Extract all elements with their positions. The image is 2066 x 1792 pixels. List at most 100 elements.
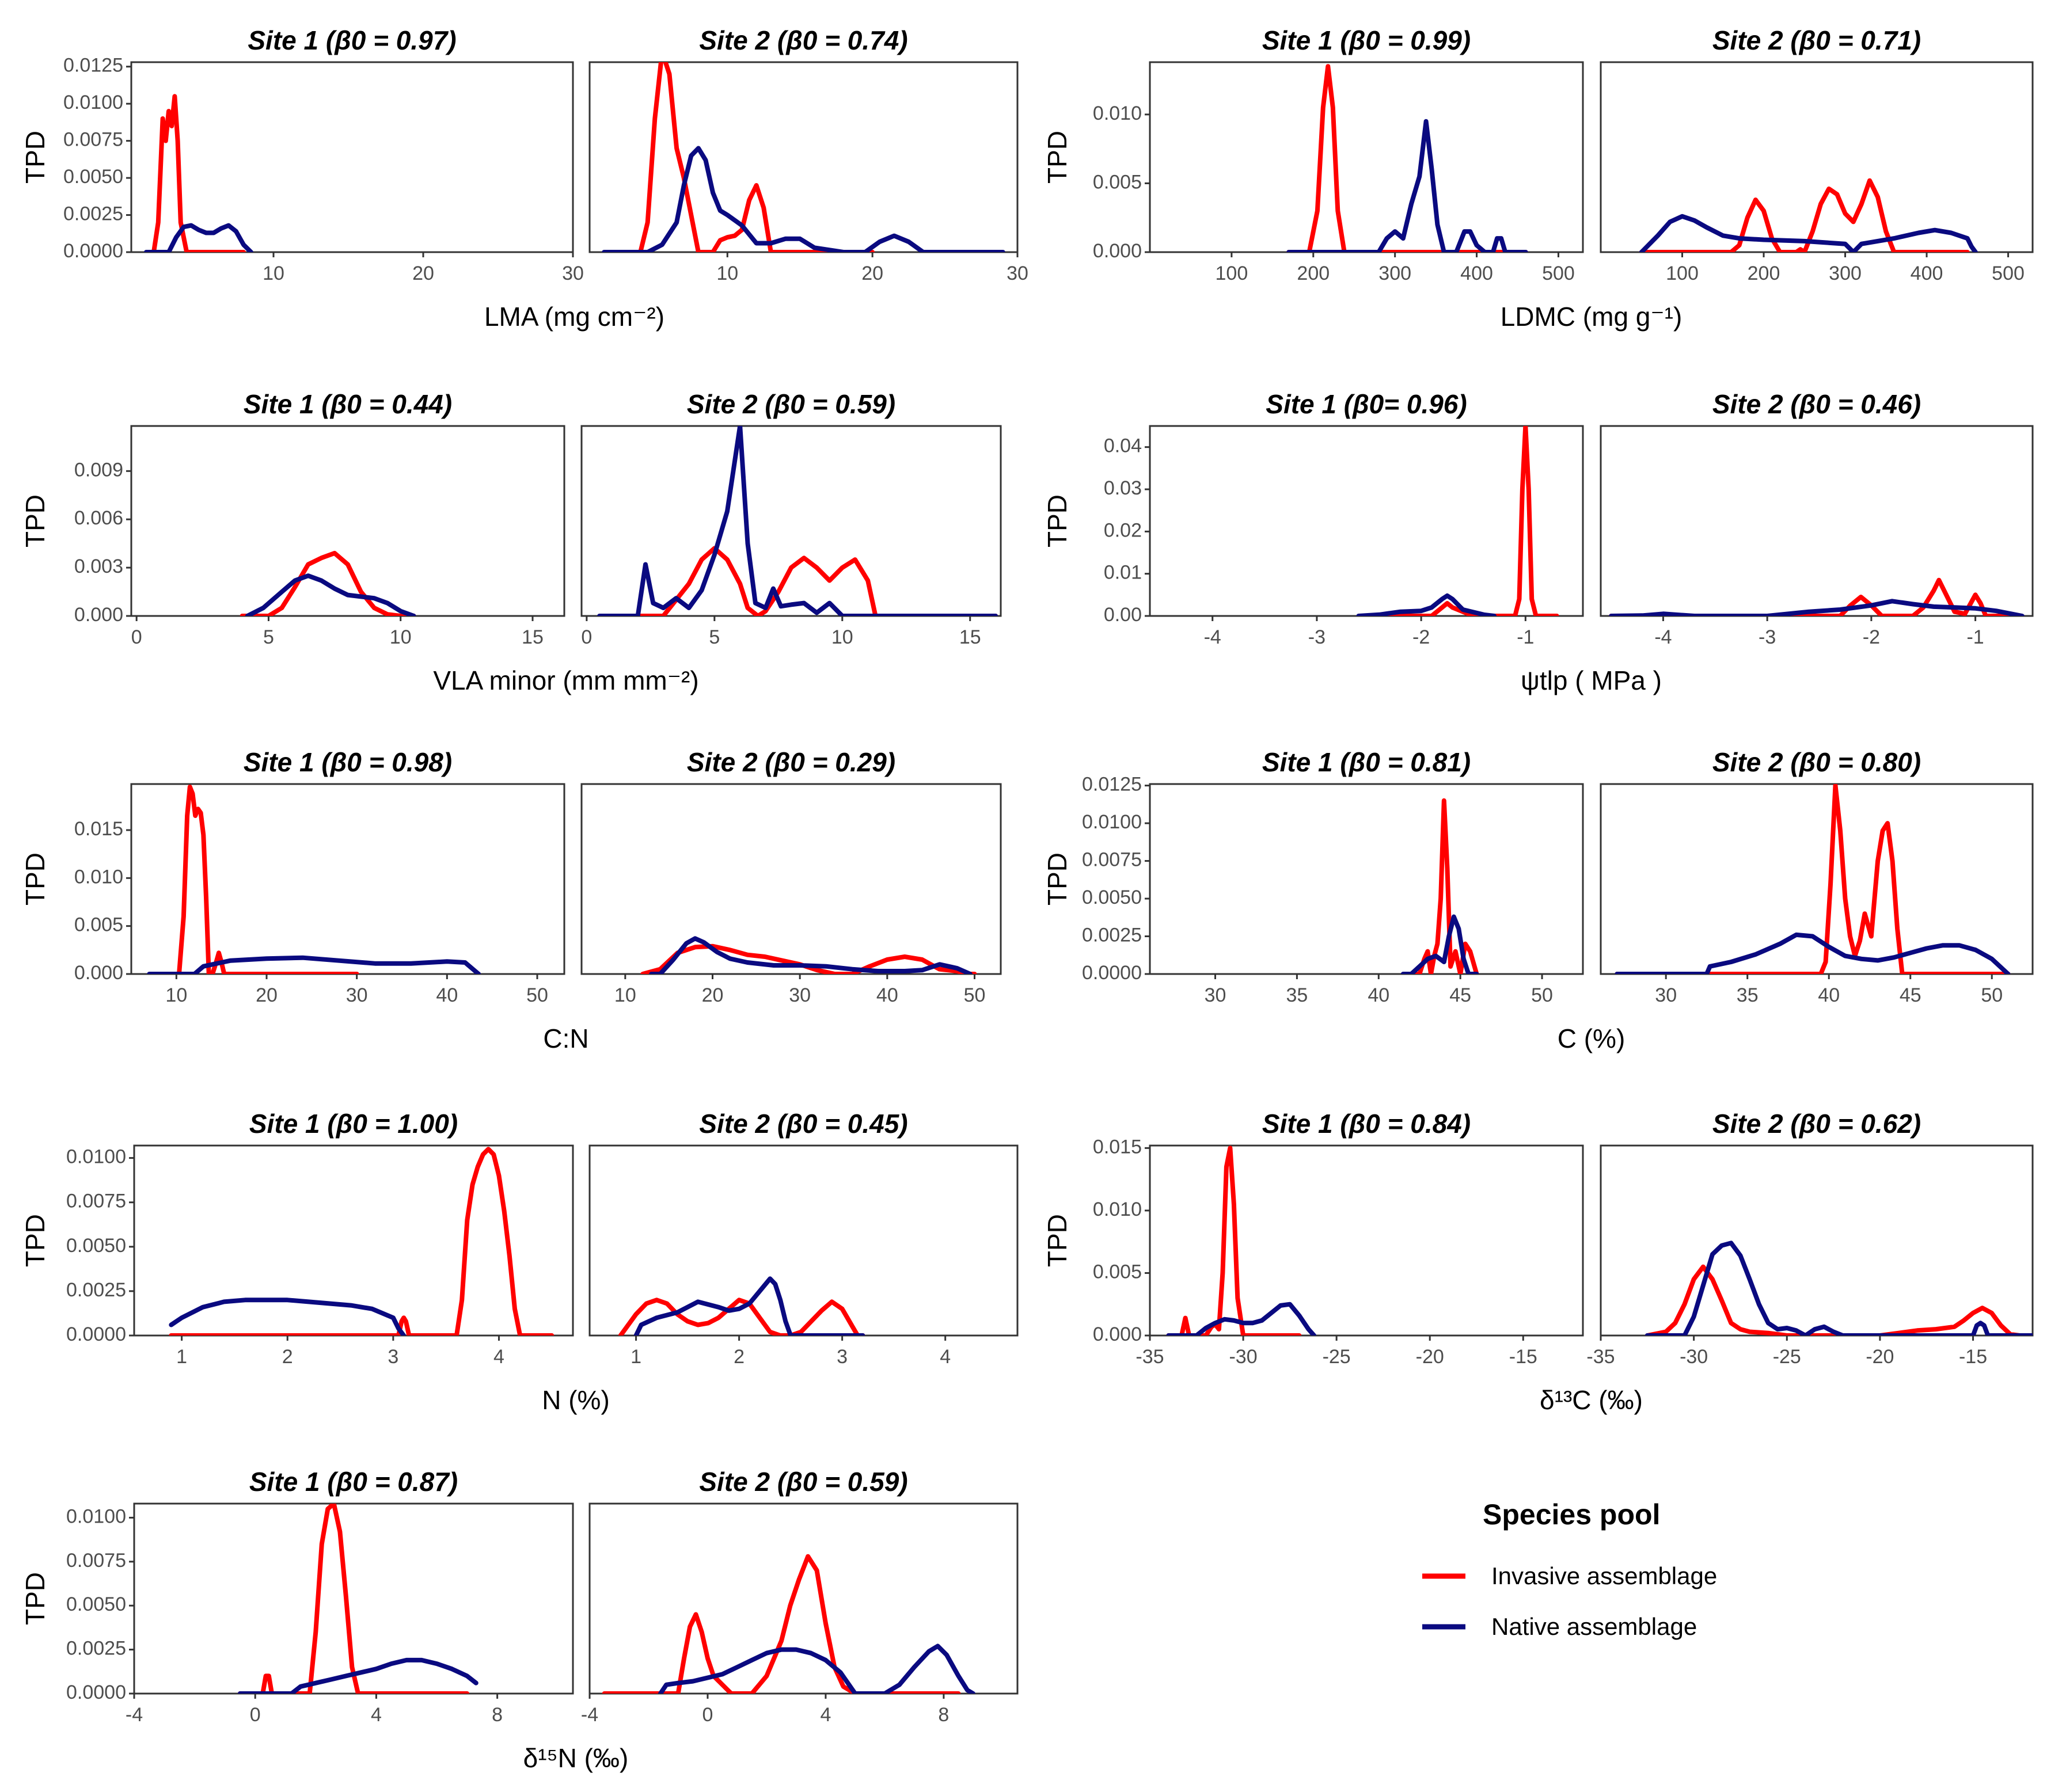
x-tick-label: 30 — [346, 984, 368, 1006]
panel-frame — [588, 61, 1019, 253]
series-native-line — [1286, 119, 1528, 252]
x-tick-label: 4 — [493, 1346, 504, 1368]
series-native-line — [1400, 914, 1479, 974]
x-tick-label: -20 — [1866, 1346, 1894, 1368]
x-tick-label: 30 — [562, 262, 584, 284]
y-tick-label: 0.005 — [74, 914, 123, 936]
legend: Species pool Invasive assemblage Native … — [1422, 1498, 1717, 1640]
series-native-line — [602, 146, 1005, 252]
y-tick-label: 0.010 — [1093, 1199, 1142, 1220]
panel-title: Site 1 (β0 = 1.00) — [249, 1109, 458, 1139]
panel-frame — [1149, 61, 1584, 253]
x-tick-label: 0 — [581, 626, 592, 648]
y-tick-label: 0.005 — [1093, 1261, 1142, 1283]
x-tick-label: 100 — [1216, 262, 1248, 284]
panel-title: Site 1 (β0 = 0.87) — [249, 1467, 458, 1497]
y-tick-label: 0.04 — [1104, 435, 1142, 457]
series-invasive-line — [1366, 426, 1559, 616]
series-native-line — [1615, 932, 2011, 974]
x-axis-label: LMA (mg cm⁻²) — [484, 302, 664, 332]
x-tick-label: -4 — [1654, 626, 1672, 648]
x-tick-label: 20 — [256, 984, 278, 1006]
panel-frame — [588, 1144, 1019, 1337]
panel-site-2: Site 2 (β0 = 0.80) 30 35 40 45 50 — [1600, 747, 2034, 1006]
series-native-line — [633, 1276, 865, 1336]
y-tick-label: 0.0050 — [63, 166, 123, 188]
series-native-line — [597, 426, 998, 616]
y-tick-label: 0.000 — [1093, 240, 1142, 262]
panel-site-2: Site 2 (β0 = 0.29) 10 20 30 40 50 — [580, 747, 1002, 1006]
y-axis-label: TPD — [20, 1214, 50, 1267]
panel-site-2: Site 2 (β0 = 0.59) 0 5 10 15 — [580, 389, 1002, 648]
panel-frame — [588, 1502, 1019, 1695]
x-tick-label: 30 — [789, 984, 811, 1006]
y-tick-label: 0.005 — [1093, 171, 1142, 193]
x-tick-label: 4 — [940, 1346, 951, 1368]
panel-title: Site 1 (β0 = 0.81) — [1262, 747, 1471, 777]
x-tick-label: 10 — [831, 626, 853, 648]
chart-lma: TPD 0.0000 0.0025 0.0050 0.0075 0.0100 0.0125 S… — [20, 25, 1028, 332]
panel-site-2: Site 2 (β0 = 0.74) 10 20 30 — [588, 25, 1028, 284]
x-axis-label: δ¹³C (‰) — [1540, 1385, 1643, 1415]
series-invasive-line — [151, 94, 246, 252]
panel-site-2: Site 2 (β0 = 0.59) -4 0 4 8 — [581, 1467, 1019, 1726]
y-tick-label: 0.03 — [1104, 477, 1142, 499]
x-tick-label: 0 — [131, 626, 142, 648]
x-tick-label: 10 — [614, 984, 636, 1006]
panel-title: Site 1 (β0 = 0.84) — [1262, 1109, 1471, 1139]
x-tick-label: -4 — [126, 1704, 143, 1726]
x-tick-label: 10 — [716, 262, 738, 284]
legend-label-invasive: Invasive assemblage — [1491, 1562, 1717, 1589]
panel-site-2: Site 2 (β0 = 0.45) 1 2 3 4 — [588, 1109, 1019, 1368]
y-axis-label: TPD — [1042, 131, 1072, 184]
y-tick-label: 0.02 — [1104, 519, 1142, 541]
x-tick-label: 4 — [820, 1704, 831, 1726]
x-tick-label: 20 — [702, 984, 724, 1006]
x-tick-label: -1 — [1966, 626, 1984, 648]
x-axis-label: N (%) — [542, 1385, 610, 1415]
series-native-line — [1609, 599, 2025, 616]
y-axis-label: TPD — [20, 494, 50, 547]
series-native-line — [649, 936, 973, 974]
x-tick-label: 3 — [837, 1346, 848, 1368]
x-tick-label: 20 — [861, 262, 883, 284]
series-native-line — [144, 223, 253, 252]
series-invasive-line — [240, 550, 416, 616]
panel-title: Site 1 (β0= 0.96) — [1266, 389, 1467, 419]
series-invasive-line — [177, 785, 359, 974]
x-tick-label: 400 — [1911, 262, 1943, 284]
series-native-line — [1645, 1241, 2033, 1336]
legend-title: Species pool — [1483, 1498, 1660, 1531]
x-axis-label: LDMC (mg g⁻¹) — [1501, 302, 1683, 332]
y-tick-label: 0.0075 — [63, 129, 123, 151]
x-tick-label: 45 — [1900, 984, 1921, 1006]
y-tick-label: 0.000 — [74, 962, 123, 984]
x-tick-label: 2 — [282, 1346, 293, 1368]
x-axis-label: C:N — [543, 1024, 588, 1053]
x-tick-label: 15 — [959, 626, 981, 648]
panel-title: Site 2 (β0 = 0.59) — [699, 1467, 907, 1497]
y-tick-label: 0.0050 — [66, 1593, 126, 1615]
x-tick-label: -25 — [1323, 1346, 1351, 1368]
x-tick-label: 1 — [631, 1346, 641, 1368]
y-tick-label: 0.01 — [1104, 562, 1142, 584]
y-tick-label: 0.003 — [74, 556, 123, 577]
x-tick-label: 200 — [1297, 262, 1330, 284]
x-tick-label: -30 — [1229, 1346, 1257, 1368]
x-tick-label: 5 — [263, 626, 274, 648]
panel-site-1: Site 1 (β0 = 0.97) 10 20 30 — [130, 25, 584, 284]
panel-title: Site 1 (β0 = 0.97) — [248, 25, 456, 55]
y-tick-label: 0.0100 — [1082, 811, 1142, 833]
y-tick-label: 0.0100 — [66, 1505, 126, 1527]
y-tick-label: 0.0100 — [63, 92, 123, 113]
x-tick-label: 8 — [492, 1704, 503, 1726]
panel-frame — [1600, 425, 2034, 617]
panel-title: Site 1 (β0 = 0.98) — [244, 747, 452, 777]
x-tick-label: -35 — [1586, 1346, 1615, 1368]
y-axis-label: TPD — [1042, 494, 1072, 547]
series-invasive-line — [237, 1504, 470, 1694]
y-axis-label: TPD — [20, 1572, 50, 1625]
x-tick-label: 500 — [1992, 262, 2025, 284]
